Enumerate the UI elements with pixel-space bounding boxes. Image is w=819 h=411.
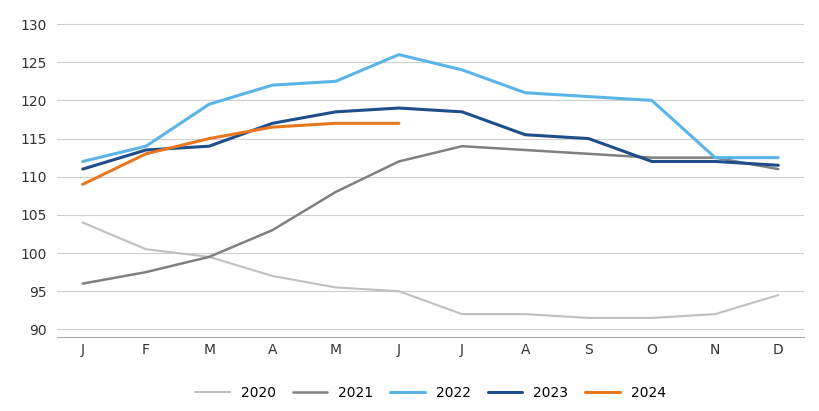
2020 [709, 312, 719, 316]
2020 [393, 289, 403, 294]
2020 [204, 254, 214, 259]
Line: 2023: 2023 [83, 108, 777, 169]
2022 [267, 83, 277, 88]
2020 [583, 316, 593, 321]
2022 [393, 52, 403, 57]
2021 [646, 155, 656, 160]
2020 [330, 285, 340, 290]
2021 [204, 254, 214, 259]
2023 [393, 106, 403, 111]
2021 [393, 159, 403, 164]
2021 [520, 148, 530, 152]
2023 [204, 144, 214, 149]
2024 [141, 151, 151, 156]
2023 [520, 132, 530, 137]
2020 [78, 220, 88, 225]
2023 [583, 136, 593, 141]
2020 [772, 293, 782, 298]
2020 [520, 312, 530, 316]
2021 [457, 144, 467, 149]
2023 [141, 148, 151, 152]
2021 [709, 155, 719, 160]
2023 [772, 163, 782, 168]
2021 [78, 281, 88, 286]
2021 [772, 166, 782, 171]
2022 [646, 98, 656, 103]
2021 [330, 189, 340, 194]
2022 [204, 102, 214, 107]
Line: 2021: 2021 [83, 146, 777, 284]
2020 [457, 312, 467, 316]
2023 [709, 159, 719, 164]
2022 [772, 155, 782, 160]
2023 [646, 159, 656, 164]
2022 [709, 155, 719, 160]
2020 [141, 247, 151, 252]
2024 [267, 125, 277, 129]
2024 [330, 121, 340, 126]
2021 [141, 270, 151, 275]
2024 [78, 182, 88, 187]
2022 [141, 144, 151, 149]
2022 [78, 159, 88, 164]
2020 [267, 273, 277, 278]
2021 [267, 228, 277, 233]
2023 [267, 121, 277, 126]
2024 [393, 121, 403, 126]
2024 [204, 136, 214, 141]
2020 [646, 316, 656, 321]
2022 [457, 67, 467, 72]
2023 [457, 109, 467, 114]
2021 [583, 151, 593, 156]
2023 [78, 166, 88, 171]
Line: 2022: 2022 [83, 55, 777, 162]
2022 [520, 90, 530, 95]
Line: 2024: 2024 [83, 123, 398, 185]
2022 [583, 94, 593, 99]
Line: 2020: 2020 [83, 222, 777, 318]
2022 [330, 79, 340, 84]
Legend: 2020, 2021, 2022, 2023, 2024: 2020, 2021, 2022, 2023, 2024 [195, 386, 665, 399]
2023 [330, 109, 340, 114]
